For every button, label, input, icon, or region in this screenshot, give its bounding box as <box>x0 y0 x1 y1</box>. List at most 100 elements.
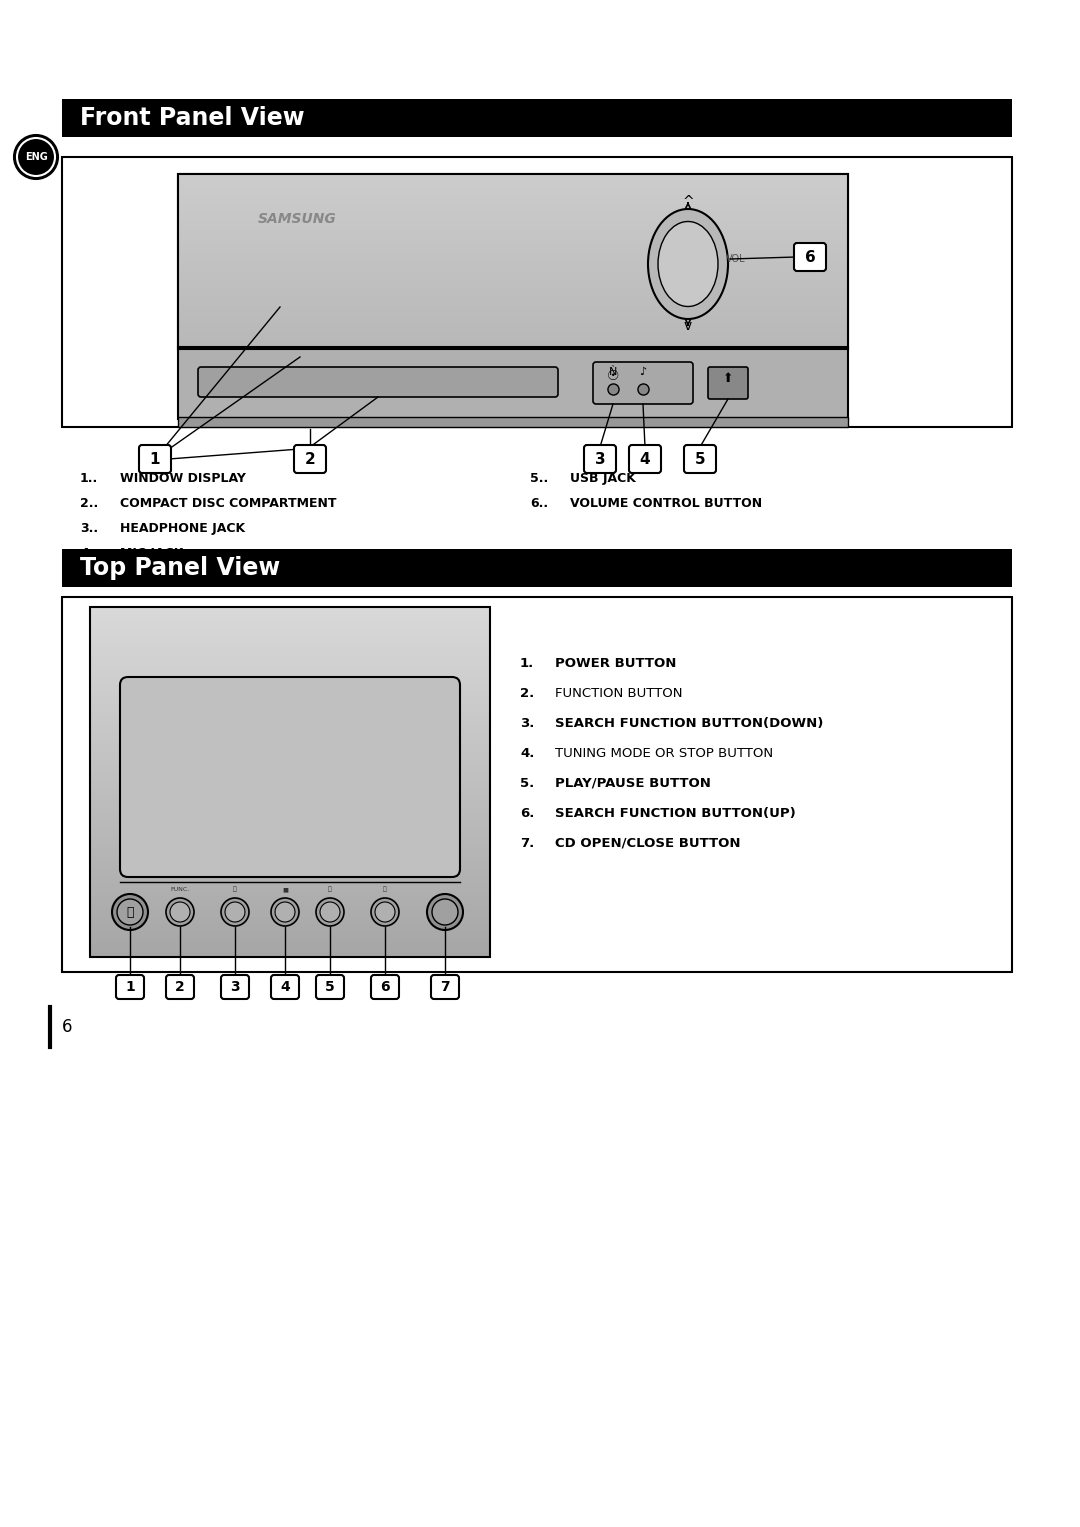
Text: ⏻: ⏻ <box>126 906 134 919</box>
Bar <box>178 324 848 325</box>
Circle shape <box>166 898 194 925</box>
Bar <box>90 608 490 957</box>
FancyBboxPatch shape <box>120 676 460 876</box>
Text: HEADPHONE JACK: HEADPHONE JACK <box>120 522 245 534</box>
FancyBboxPatch shape <box>684 444 716 473</box>
Text: 3: 3 <box>595 452 605 467</box>
Text: SEARCH FUNCTION BUTTON(DOWN): SEARCH FUNCTION BUTTON(DOWN) <box>555 718 823 730</box>
Text: MIC JACK: MIC JACK <box>120 547 184 560</box>
Circle shape <box>170 902 190 922</box>
Text: 6: 6 <box>380 980 390 994</box>
Bar <box>178 180 848 183</box>
Bar <box>178 241 848 244</box>
Bar <box>178 215 848 218</box>
Bar <box>178 266 848 269</box>
Text: 6.: 6. <box>519 806 535 820</box>
Bar <box>62 550 1012 586</box>
Text: ^: ^ <box>683 195 693 209</box>
Text: 7.: 7. <box>519 837 535 851</box>
Text: 2.: 2. <box>519 687 535 699</box>
Text: POWER BUTTON: POWER BUTTON <box>555 657 676 670</box>
Text: FUNCTION BUTTON: FUNCTION BUTTON <box>555 687 683 699</box>
Bar <box>62 99 1012 137</box>
FancyBboxPatch shape <box>584 444 616 473</box>
Bar <box>178 334 848 337</box>
Bar <box>178 299 848 302</box>
FancyBboxPatch shape <box>139 444 171 473</box>
Ellipse shape <box>648 209 728 319</box>
Text: 4.: 4. <box>519 747 535 760</box>
Text: 4: 4 <box>280 980 289 994</box>
Circle shape <box>14 134 58 179</box>
Bar <box>178 344 848 347</box>
Text: 6: 6 <box>805 249 815 264</box>
Bar <box>178 347 848 418</box>
Text: 1: 1 <box>125 980 135 994</box>
Text: 6: 6 <box>62 1019 72 1035</box>
Text: Front Panel View: Front Panel View <box>80 105 305 130</box>
Bar <box>178 325 848 328</box>
Circle shape <box>320 902 340 922</box>
Circle shape <box>112 893 148 930</box>
Circle shape <box>275 902 295 922</box>
Text: 5..: 5.. <box>530 472 549 486</box>
Text: TUNING MODE OR STOP BUTTON: TUNING MODE OR STOP BUTTON <box>555 747 773 760</box>
Bar <box>178 315 848 318</box>
Text: 1: 1 <box>150 452 160 467</box>
Bar <box>178 195 848 199</box>
Text: ♪: ♪ <box>639 366 647 377</box>
FancyBboxPatch shape <box>629 444 661 473</box>
FancyBboxPatch shape <box>166 976 194 999</box>
Bar <box>178 253 848 257</box>
Bar <box>178 218 848 221</box>
Circle shape <box>316 898 345 925</box>
Bar <box>178 189 848 192</box>
Bar <box>178 221 848 224</box>
Text: USB JACK: USB JACK <box>570 472 636 486</box>
Bar <box>178 186 848 189</box>
Bar <box>178 247 848 250</box>
Text: v: v <box>684 319 692 333</box>
Bar <box>178 292 848 295</box>
Text: 6..: 6.. <box>530 496 549 510</box>
Bar <box>178 202 848 205</box>
FancyBboxPatch shape <box>794 243 826 270</box>
Text: 2: 2 <box>305 452 315 467</box>
FancyBboxPatch shape <box>372 976 399 999</box>
Bar <box>178 177 848 180</box>
Bar <box>178 417 848 428</box>
Text: Top Panel View: Top Panel View <box>80 556 280 580</box>
Text: Ǹ: Ǹ <box>609 366 617 377</box>
Text: 1.: 1. <box>519 657 535 670</box>
Circle shape <box>427 893 463 930</box>
Text: COMPACT DISC COMPARTMENT: COMPACT DISC COMPARTMENT <box>120 496 337 510</box>
Bar <box>178 328 848 331</box>
Text: ENG: ENG <box>25 153 48 162</box>
Text: ⏭: ⏭ <box>383 886 387 892</box>
Bar <box>178 302 848 305</box>
Ellipse shape <box>658 221 718 307</box>
Text: 4..: 4.. <box>80 547 98 560</box>
Bar <box>178 212 848 215</box>
Bar <box>178 269 848 270</box>
FancyBboxPatch shape <box>294 444 326 473</box>
Text: 4: 4 <box>639 452 650 467</box>
Text: ⬆: ⬆ <box>723 373 733 385</box>
FancyBboxPatch shape <box>198 366 558 397</box>
Text: ☉: ☉ <box>607 370 619 383</box>
Text: ■: ■ <box>282 887 288 892</box>
Circle shape <box>221 898 249 925</box>
Text: VOL: VOL <box>726 253 745 264</box>
FancyBboxPatch shape <box>431 976 459 999</box>
Circle shape <box>117 899 143 925</box>
Bar <box>178 206 848 209</box>
Text: 2: 2 <box>175 980 185 994</box>
Text: CD OPEN/CLOSE BUTTON: CD OPEN/CLOSE BUTTON <box>555 837 741 851</box>
Bar <box>178 234 848 237</box>
Bar <box>178 289 848 292</box>
FancyBboxPatch shape <box>178 174 848 350</box>
Circle shape <box>271 898 299 925</box>
Bar <box>178 257 848 260</box>
Bar <box>178 321 848 324</box>
Bar <box>178 231 848 234</box>
